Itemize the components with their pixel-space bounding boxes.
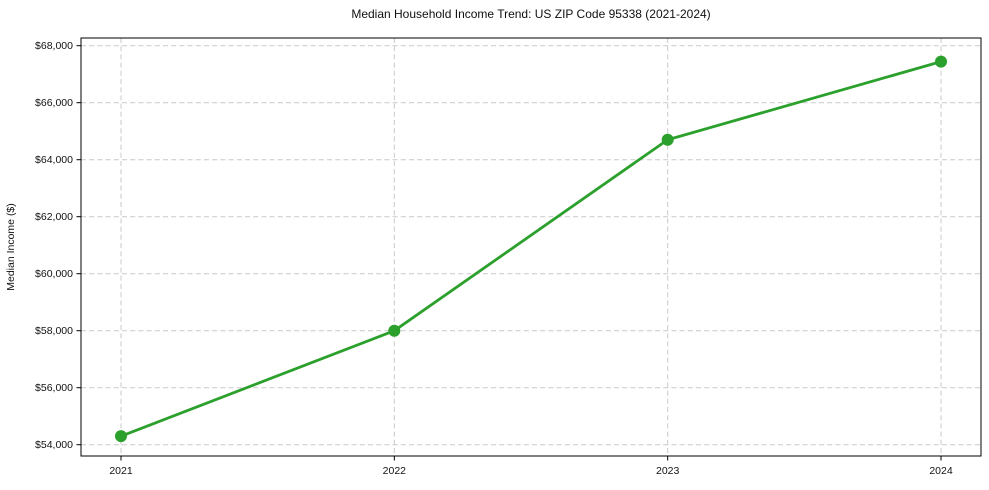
- data-point-marker: [661, 133, 674, 146]
- y-tick-label: $66,000: [35, 97, 73, 109]
- x-tick-label: 2024: [929, 465, 953, 477]
- y-tick-label: $62,000: [35, 211, 73, 223]
- x-tick-label: 2022: [383, 465, 407, 477]
- x-tick-label: 2023: [656, 465, 680, 477]
- chart-title: Median Household Income Trend: US ZIP Co…: [351, 7, 710, 21]
- y-tick-label: $60,000: [35, 268, 73, 280]
- y-tick-label: $58,000: [35, 325, 73, 337]
- x-tick-label: 2021: [109, 465, 133, 477]
- y-axis-label: Median Income ($): [5, 203, 17, 291]
- y-tick-label: $56,000: [35, 382, 73, 394]
- data-point-marker: [388, 324, 401, 337]
- y-tick-label: $64,000: [35, 154, 73, 166]
- data-point-marker: [115, 430, 127, 443]
- income-trend-line: [119, 60, 943, 438]
- y-tick-label: $54,000: [35, 439, 73, 451]
- data-point-marker: [935, 55, 947, 68]
- plot-area: $54,000 $56,000 $58,000 $60,000 $62,000 $64,0…: [35, 37, 982, 477]
- plot-border: [80, 37, 982, 457]
- y-tick-label: $68,000: [35, 40, 73, 52]
